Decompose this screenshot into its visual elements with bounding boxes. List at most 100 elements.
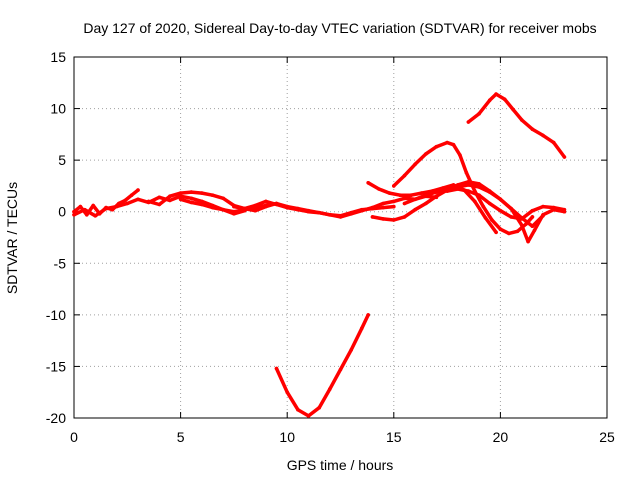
plot-frame	[73, 56, 608, 419]
data-point	[562, 155, 567, 159]
data-point	[178, 197, 183, 202]
data-point	[519, 118, 524, 122]
data-point	[200, 199, 204, 204]
data-point	[377, 187, 381, 191]
data-point	[360, 326, 364, 331]
data-point	[483, 216, 488, 220]
data-point	[519, 223, 524, 227]
data-point	[413, 207, 417, 212]
y-tick-label: -10	[46, 307, 66, 323]
x-tick-label: 0	[70, 429, 78, 445]
data-point	[157, 195, 162, 200]
y-tick-label: -20	[46, 410, 66, 426]
data-point	[264, 203, 268, 208]
data-point	[253, 203, 257, 208]
data-point	[530, 127, 535, 131]
data-point	[168, 194, 172, 198]
data-point	[477, 193, 481, 197]
grid	[74, 57, 607, 418]
data-point	[409, 193, 413, 197]
data-point	[381, 217, 385, 221]
data-point	[123, 198, 127, 203]
data-point	[82, 207, 87, 212]
data-point	[398, 193, 403, 197]
data-point	[487, 98, 492, 103]
data-point	[328, 387, 332, 391]
data-point	[413, 162, 417, 167]
data-point	[487, 190, 492, 194]
data-point	[306, 414, 311, 418]
data-point	[189, 196, 194, 201]
data-point	[507, 231, 511, 236]
data-point	[464, 170, 469, 175]
data-point	[490, 218, 494, 222]
data-point	[434, 144, 439, 149]
data-point	[136, 197, 140, 202]
data-point	[78, 204, 83, 209]
data-point	[541, 204, 545, 209]
data-point	[253, 208, 257, 213]
data-point	[157, 202, 162, 207]
y-axis-label: SDTVAR / TECUs	[4, 182, 20, 294]
data-point	[370, 205, 375, 210]
data-point	[502, 97, 507, 102]
data-point	[466, 120, 471, 124]
data-point	[338, 215, 343, 219]
data-point	[306, 209, 311, 214]
data-point	[317, 210, 322, 215]
data-point	[387, 191, 392, 195]
data-point	[125, 201, 130, 206]
data-point	[381, 201, 385, 206]
data-point	[392, 204, 396, 209]
data-point	[285, 390, 290, 395]
data-point	[381, 205, 385, 210]
data-point	[477, 185, 481, 189]
data-point	[498, 197, 503, 202]
data-point	[498, 227, 503, 231]
axis-ticks: 0 5 10 15 20 25 -20 -15 -10 -5 0 5 10 15	[46, 49, 615, 445]
data-point	[360, 208, 364, 213]
data-point	[296, 207, 300, 212]
data-point	[136, 188, 140, 192]
series-line-arc-6	[274, 313, 370, 418]
data-point	[541, 133, 545, 138]
data-point	[366, 181, 371, 185]
x-tick-label: 15	[386, 429, 402, 445]
data-point	[349, 348, 354, 352]
data-point	[72, 213, 76, 217]
data-point	[274, 202, 279, 207]
y-tick-label: 10	[50, 101, 66, 117]
data-point	[466, 183, 471, 187]
data-point	[481, 204, 486, 209]
series-group	[72, 92, 567, 418]
data-point	[189, 190, 194, 194]
data-point	[210, 205, 215, 210]
data-point	[498, 208, 503, 213]
data-point	[370, 215, 375, 219]
data-point	[551, 205, 556, 210]
data-point	[445, 189, 449, 193]
series-line-arc-5	[232, 194, 439, 219]
y-tick-label: 15	[50, 49, 66, 65]
data-point	[104, 206, 108, 211]
data-point	[91, 203, 95, 208]
data-point	[114, 204, 119, 209]
data-point	[264, 199, 268, 204]
data-point	[402, 196, 407, 201]
data-point	[562, 207, 567, 212]
data-point	[232, 209, 236, 214]
y-tick-label: 5	[58, 152, 66, 168]
data-point	[526, 239, 530, 244]
data-point	[477, 182, 481, 186]
data-point	[178, 191, 183, 195]
data-point	[296, 407, 300, 412]
data-point	[402, 201, 407, 206]
data-point	[494, 92, 498, 96]
data-point	[129, 193, 134, 197]
data-point	[477, 111, 481, 116]
data-point	[402, 215, 407, 219]
data-point	[178, 194, 183, 198]
data-point	[509, 215, 513, 219]
